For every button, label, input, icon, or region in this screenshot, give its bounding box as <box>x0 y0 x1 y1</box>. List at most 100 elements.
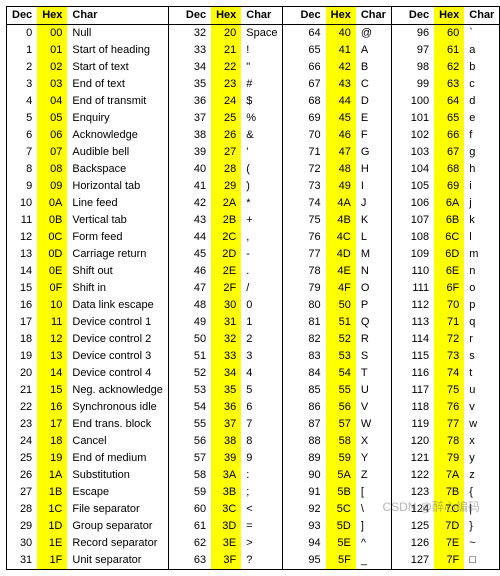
group-gap <box>391 331 404 348</box>
dec-cell: 15 <box>7 280 38 297</box>
group-gap <box>283 280 296 297</box>
dec-cell: 79 <box>295 280 325 297</box>
group-gap <box>391 552 404 570</box>
dec-cell: 65 <box>295 42 325 59</box>
hex-cell: 38 <box>211 433 241 450</box>
group-gap <box>283 229 296 246</box>
table-row: 909Horizontal tab4129)7349I10569i <box>7 178 500 195</box>
char-cell: 2 <box>241 331 283 348</box>
hex-cell: 63 <box>434 76 464 93</box>
group-gap <box>283 212 296 229</box>
hex-cell: 36 <box>211 399 241 416</box>
header-char: Char <box>67 7 168 25</box>
dec-cell: 33 <box>181 42 211 59</box>
dec-cell: 74 <box>295 195 325 212</box>
group-gap <box>391 280 404 297</box>
hex-cell: 5C <box>326 501 356 518</box>
group-gap <box>168 399 181 416</box>
table-row: 301ERecord separator623E>945E^1267E~ <box>7 535 500 552</box>
hex-cell: 46 <box>326 127 356 144</box>
dec-cell: 92 <box>295 501 325 518</box>
char-cell: 0 <box>241 297 283 314</box>
dec-cell: 93 <box>295 518 325 535</box>
group-gap <box>283 161 296 178</box>
char-cell: 6 <box>241 399 283 416</box>
table-row: 2115Neg. acknowledge533558555U11775u <box>7 382 500 399</box>
group-gap <box>391 144 404 161</box>
hex-cell: 45 <box>326 110 356 127</box>
group-gap <box>391 297 404 314</box>
hex-cell: 13 <box>37 348 67 365</box>
dec-cell: 32 <box>181 25 211 43</box>
hex-cell: 54 <box>326 365 356 382</box>
dec-cell: 110 <box>404 263 434 280</box>
char-cell: 8 <box>241 433 283 450</box>
group-gap <box>283 195 296 212</box>
group-gap <box>391 518 404 535</box>
hex-cell: 3A <box>211 467 241 484</box>
table-row: 303End of text3523#6743C9963c <box>7 76 500 93</box>
hex-cell: 21 <box>211 42 241 59</box>
dec-cell: 80 <box>295 297 325 314</box>
dec-cell: 84 <box>295 365 325 382</box>
table-row: 110BVertical tab432B+754BK1076Bk <box>7 212 500 229</box>
group-gap <box>283 110 296 127</box>
char-cell: b <box>464 59 500 76</box>
hex-cell: 33 <box>211 348 241 365</box>
hex-cell: 0C <box>37 229 67 246</box>
table-row: 140EShift out462E.784EN1106En <box>7 263 500 280</box>
group-gap <box>168 382 181 399</box>
char-cell: ~ <box>464 535 500 552</box>
hex-cell: 3F <box>211 552 241 570</box>
dec-cell: 64 <box>295 25 325 43</box>
dec-cell: 25 <box>7 450 38 467</box>
char-cell: Q <box>356 314 392 331</box>
char-cell: 7 <box>241 416 283 433</box>
table-row: 404End of transmit3624$6844D10064d <box>7 93 500 110</box>
group-gap <box>283 314 296 331</box>
char-cell: / <box>241 280 283 297</box>
dec-cell: 31 <box>7 552 38 570</box>
char-cell: Device control 2 <box>67 331 168 348</box>
dec-cell: 56 <box>181 433 211 450</box>
char-cell: Data link escape <box>67 297 168 314</box>
char-cell: k <box>464 212 500 229</box>
hex-cell: 2E <box>211 263 241 280</box>
dec-cell: 77 <box>295 246 325 263</box>
dec-cell: 49 <box>181 314 211 331</box>
dec-cell: 1 <box>7 42 38 59</box>
char-cell: " <box>241 59 283 76</box>
group-gap <box>168 501 181 518</box>
hex-cell: 24 <box>211 93 241 110</box>
hex-cell: 67 <box>434 144 464 161</box>
hex-cell: 4F <box>326 280 356 297</box>
dec-cell: 6 <box>7 127 38 144</box>
char-cell: Group separator <box>67 518 168 535</box>
group-gap <box>168 127 181 144</box>
dec-cell: 120 <box>404 433 434 450</box>
group-gap <box>168 212 181 229</box>
group-gap <box>283 484 296 501</box>
hex-cell: 40 <box>326 25 356 43</box>
group-gap <box>168 76 181 93</box>
dec-cell: 4 <box>7 93 38 110</box>
group-gap <box>168 552 181 570</box>
char-cell: , <box>241 229 283 246</box>
dec-cell: 2 <box>7 59 38 76</box>
char-cell: - <box>241 246 283 263</box>
group-gap <box>283 382 296 399</box>
hex-cell: 30 <box>211 297 241 314</box>
char-cell: i <box>464 178 500 195</box>
dec-cell: 21 <box>7 382 38 399</box>
dec-cell: 34 <box>181 59 211 76</box>
dec-cell: 72 <box>295 161 325 178</box>
header-char: Char <box>464 7 500 25</box>
char-cell: z <box>464 467 500 484</box>
group-gap <box>391 467 404 484</box>
dec-cell: 52 <box>181 365 211 382</box>
hex-cell: 05 <box>37 110 67 127</box>
header-dec: Dec <box>404 7 434 25</box>
dec-cell: 85 <box>295 382 325 399</box>
hex-cell: 0A <box>37 195 67 212</box>
dec-cell: 114 <box>404 331 434 348</box>
